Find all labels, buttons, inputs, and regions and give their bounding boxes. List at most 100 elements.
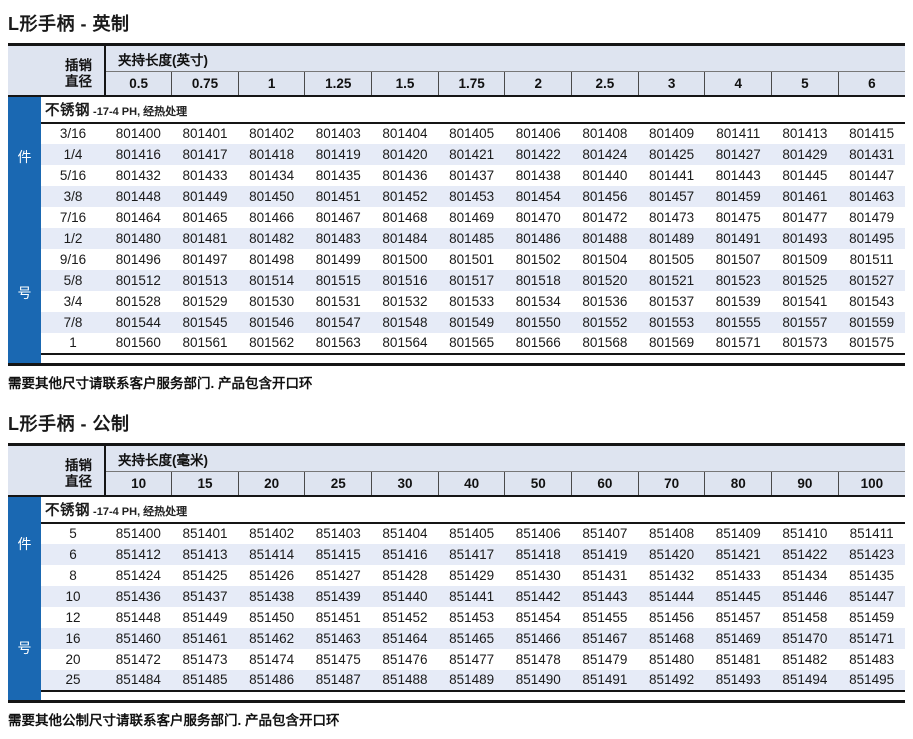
part-number-cell: 801530 bbox=[249, 293, 295, 309]
material-note: -17-4 PH, 经热处理 bbox=[90, 105, 188, 118]
part-number-cell: 851448 bbox=[115, 609, 161, 625]
clamp-length-column-header: 1.75 bbox=[437, 71, 505, 96]
part-number-cell: 801400 bbox=[115, 126, 161, 141]
part-number-cell: 851425 bbox=[182, 567, 228, 583]
part-number-cell: 851419 bbox=[571, 543, 639, 565]
pin-diameter-value: 10 bbox=[41, 585, 105, 607]
table-spacer-cell bbox=[41, 353, 905, 365]
part-number-cell: 801438 bbox=[515, 167, 561, 183]
pin-diameter-value: 1/2 bbox=[41, 227, 105, 249]
pin-diameter-value: 16 bbox=[41, 627, 105, 649]
part-number-cell: 851454 bbox=[515, 609, 561, 625]
part-number-cell: 801547 bbox=[304, 311, 372, 333]
part-number-cell: 801520 bbox=[571, 269, 639, 291]
pin-diameter-value: 5/16 bbox=[59, 167, 87, 183]
part-number-cell: 801571 bbox=[704, 332, 772, 355]
part-number-cell: 801529 bbox=[182, 293, 228, 309]
part-number-cell: 851443 bbox=[571, 585, 639, 607]
part-number-cell: 851479 bbox=[582, 651, 628, 667]
pin-diameter-value: 3/16 bbox=[59, 126, 87, 141]
clamp-length-column-header: 3 bbox=[637, 71, 705, 96]
clamp-length-columns-row: 10 15 20 25 30 40 50 60 70 80 90 100 bbox=[8, 471, 905, 496]
part-number-cell: 801422 bbox=[504, 143, 572, 165]
part-number-cell: 801543 bbox=[849, 293, 895, 309]
pin-diameter-value: 3/8 bbox=[41, 185, 105, 207]
part-number-cell: 801470 bbox=[515, 209, 561, 225]
part-number-cell: 801416 bbox=[105, 143, 172, 165]
part-number-cell: 801475 bbox=[715, 209, 761, 225]
part-number-cell: 801448 bbox=[105, 185, 172, 207]
material-note: -17-4 PH, 经热处理 bbox=[90, 505, 188, 518]
part-number-cell: 851470 bbox=[771, 627, 839, 649]
part-number-cell: 801493 bbox=[771, 227, 839, 249]
part-number-cell: 801544 bbox=[105, 311, 172, 333]
part-number-cell: 801560 bbox=[105, 332, 172, 355]
part-number-cell: 851411 bbox=[849, 526, 894, 541]
part-number-cell: 801424 bbox=[571, 143, 639, 165]
part-number-cell: 801466 bbox=[249, 209, 295, 225]
part-number-cell: 851421 bbox=[704, 543, 772, 565]
clamp-length-column-header: 1.5 bbox=[371, 71, 439, 96]
part-number-cell: 801425 bbox=[638, 143, 705, 165]
part-number-cell: 851487 bbox=[304, 669, 372, 692]
part-number-cell: 851414 bbox=[238, 543, 305, 565]
part-number-cell: 801484 bbox=[371, 227, 439, 249]
part-number-cell: 851490 bbox=[504, 669, 572, 692]
part-row: 9/16 801496 801497 801498 801499 801500 801501… bbox=[8, 249, 905, 270]
part-number-cell: 801436 bbox=[382, 167, 428, 183]
pin-diameter-value: 9/16 bbox=[59, 251, 87, 267]
part-number-cell: 801504 bbox=[582, 251, 628, 267]
part-number-cell: 851452 bbox=[382, 609, 428, 625]
part-row: 6 851412 851413 851414 851415 851416 851417 851… bbox=[8, 543, 905, 565]
part-number-cell: 801440 bbox=[582, 167, 628, 183]
part-number-cell: 851403 bbox=[315, 526, 361, 541]
part-number-cell: 801575 bbox=[838, 332, 905, 355]
clamp-length-column-header: 2.5 bbox=[571, 71, 639, 96]
pin-diameter-value: 5 bbox=[69, 526, 77, 541]
part-number-cell: 801450 bbox=[238, 185, 305, 207]
part-number-cell: 801532 bbox=[382, 293, 428, 309]
clamp-length-column-header: 0.5 bbox=[105, 71, 172, 96]
part-number-cell: 801546 bbox=[238, 311, 305, 333]
part-number-cell: 851433 bbox=[715, 567, 761, 583]
part-number-cell: 851441 bbox=[438, 585, 505, 607]
part-number-cell: 801433 bbox=[182, 167, 228, 183]
part-row: 3/4 801528 801529 801530 801531 801532 801533 8… bbox=[8, 291, 905, 312]
part-row: 3/16 801400 801401 801402 801403 801404 801405… bbox=[8, 123, 905, 144]
clamp-length-column-header: 15 bbox=[171, 471, 239, 496]
clamp-length-column-header: 30 bbox=[371, 471, 439, 496]
part-number-cell: 801429 bbox=[771, 143, 839, 165]
part-number-cell: 801480 bbox=[105, 227, 172, 249]
part-number-cell: 801402 bbox=[249, 126, 295, 141]
part-number-cell: 851400 bbox=[115, 526, 161, 541]
part-number-cell: 851453 bbox=[449, 609, 495, 625]
part-number-cell: 851435 bbox=[849, 567, 895, 583]
part-number-cell: 851420 bbox=[638, 543, 705, 565]
part-number-cell: 851458 bbox=[782, 609, 828, 625]
part-number-cell: 851424 bbox=[115, 567, 161, 583]
part-row: 12 851448 851449 851450 851451 851452 851453 85… bbox=[8, 607, 905, 628]
material-name: 不锈钢 bbox=[45, 502, 90, 519]
part-number-cell: 801421 bbox=[438, 143, 505, 165]
side-label-top: 件 bbox=[17, 148, 32, 165]
part-number-cell: 801515 bbox=[304, 269, 372, 291]
part-number-cell: 801565 bbox=[438, 332, 505, 355]
clamp-length-column-header: 4 bbox=[704, 71, 772, 96]
pin-diameter-value: 7/16 bbox=[59, 209, 87, 225]
part-number-cell: 851464 bbox=[371, 627, 439, 649]
metric-title: L形手柄 - 公制 bbox=[8, 414, 130, 434]
part-number-cell: 801477 bbox=[782, 209, 828, 225]
part-number-cell: 851485 bbox=[171, 669, 239, 692]
part-number-vertical-label: 件号 bbox=[8, 94, 41, 365]
pin-diameter-value: 25 bbox=[41, 669, 105, 692]
part-number-cell: 801457 bbox=[638, 185, 705, 207]
part-number-cell: 801496 bbox=[115, 251, 161, 267]
part-number-cell: 801545 bbox=[171, 311, 239, 333]
part-row: 5/8 801512 801513 801514 801515 801516 801517 8… bbox=[8, 269, 905, 291]
part-number-cell: 851494 bbox=[771, 669, 839, 692]
pin-diameter-header: 插销 直径 bbox=[8, 444, 106, 496]
part-number-cell: 801432 bbox=[115, 167, 161, 183]
part-number-cell: 851462 bbox=[238, 627, 305, 649]
part-row: 1/2 801480 801481 801482 801483 801484 801485 8… bbox=[8, 227, 905, 249]
part-number-cell: 851423 bbox=[838, 543, 905, 565]
